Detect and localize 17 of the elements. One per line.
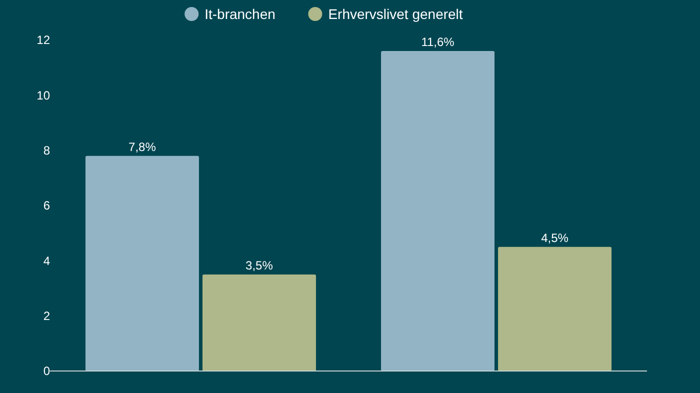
data-label: 11,6% <box>421 35 455 50</box>
y-tick-label: 6 <box>43 198 50 213</box>
data-label: 4,5% <box>541 230 569 245</box>
legend-label: It-branchen <box>204 6 276 22</box>
y-tick-label: 8 <box>43 144 50 158</box>
legend-label: Erhvervslivet generelt <box>328 6 463 22</box>
data-label: 7,8% <box>128 140 156 154</box>
bar <box>85 156 199 371</box>
bar <box>381 51 495 371</box>
y-tick-label: 12 <box>36 33 50 48</box>
y-tick-label: 0 <box>43 364 50 378</box>
bar <box>202 274 316 371</box>
data-label: 3,5% <box>246 258 274 272</box>
bar <box>498 246 612 371</box>
y-tick-label: 10 <box>36 88 50 102</box>
y-tick-label: 4 <box>43 254 50 268</box>
y-tick-label: 2 <box>43 309 50 324</box>
